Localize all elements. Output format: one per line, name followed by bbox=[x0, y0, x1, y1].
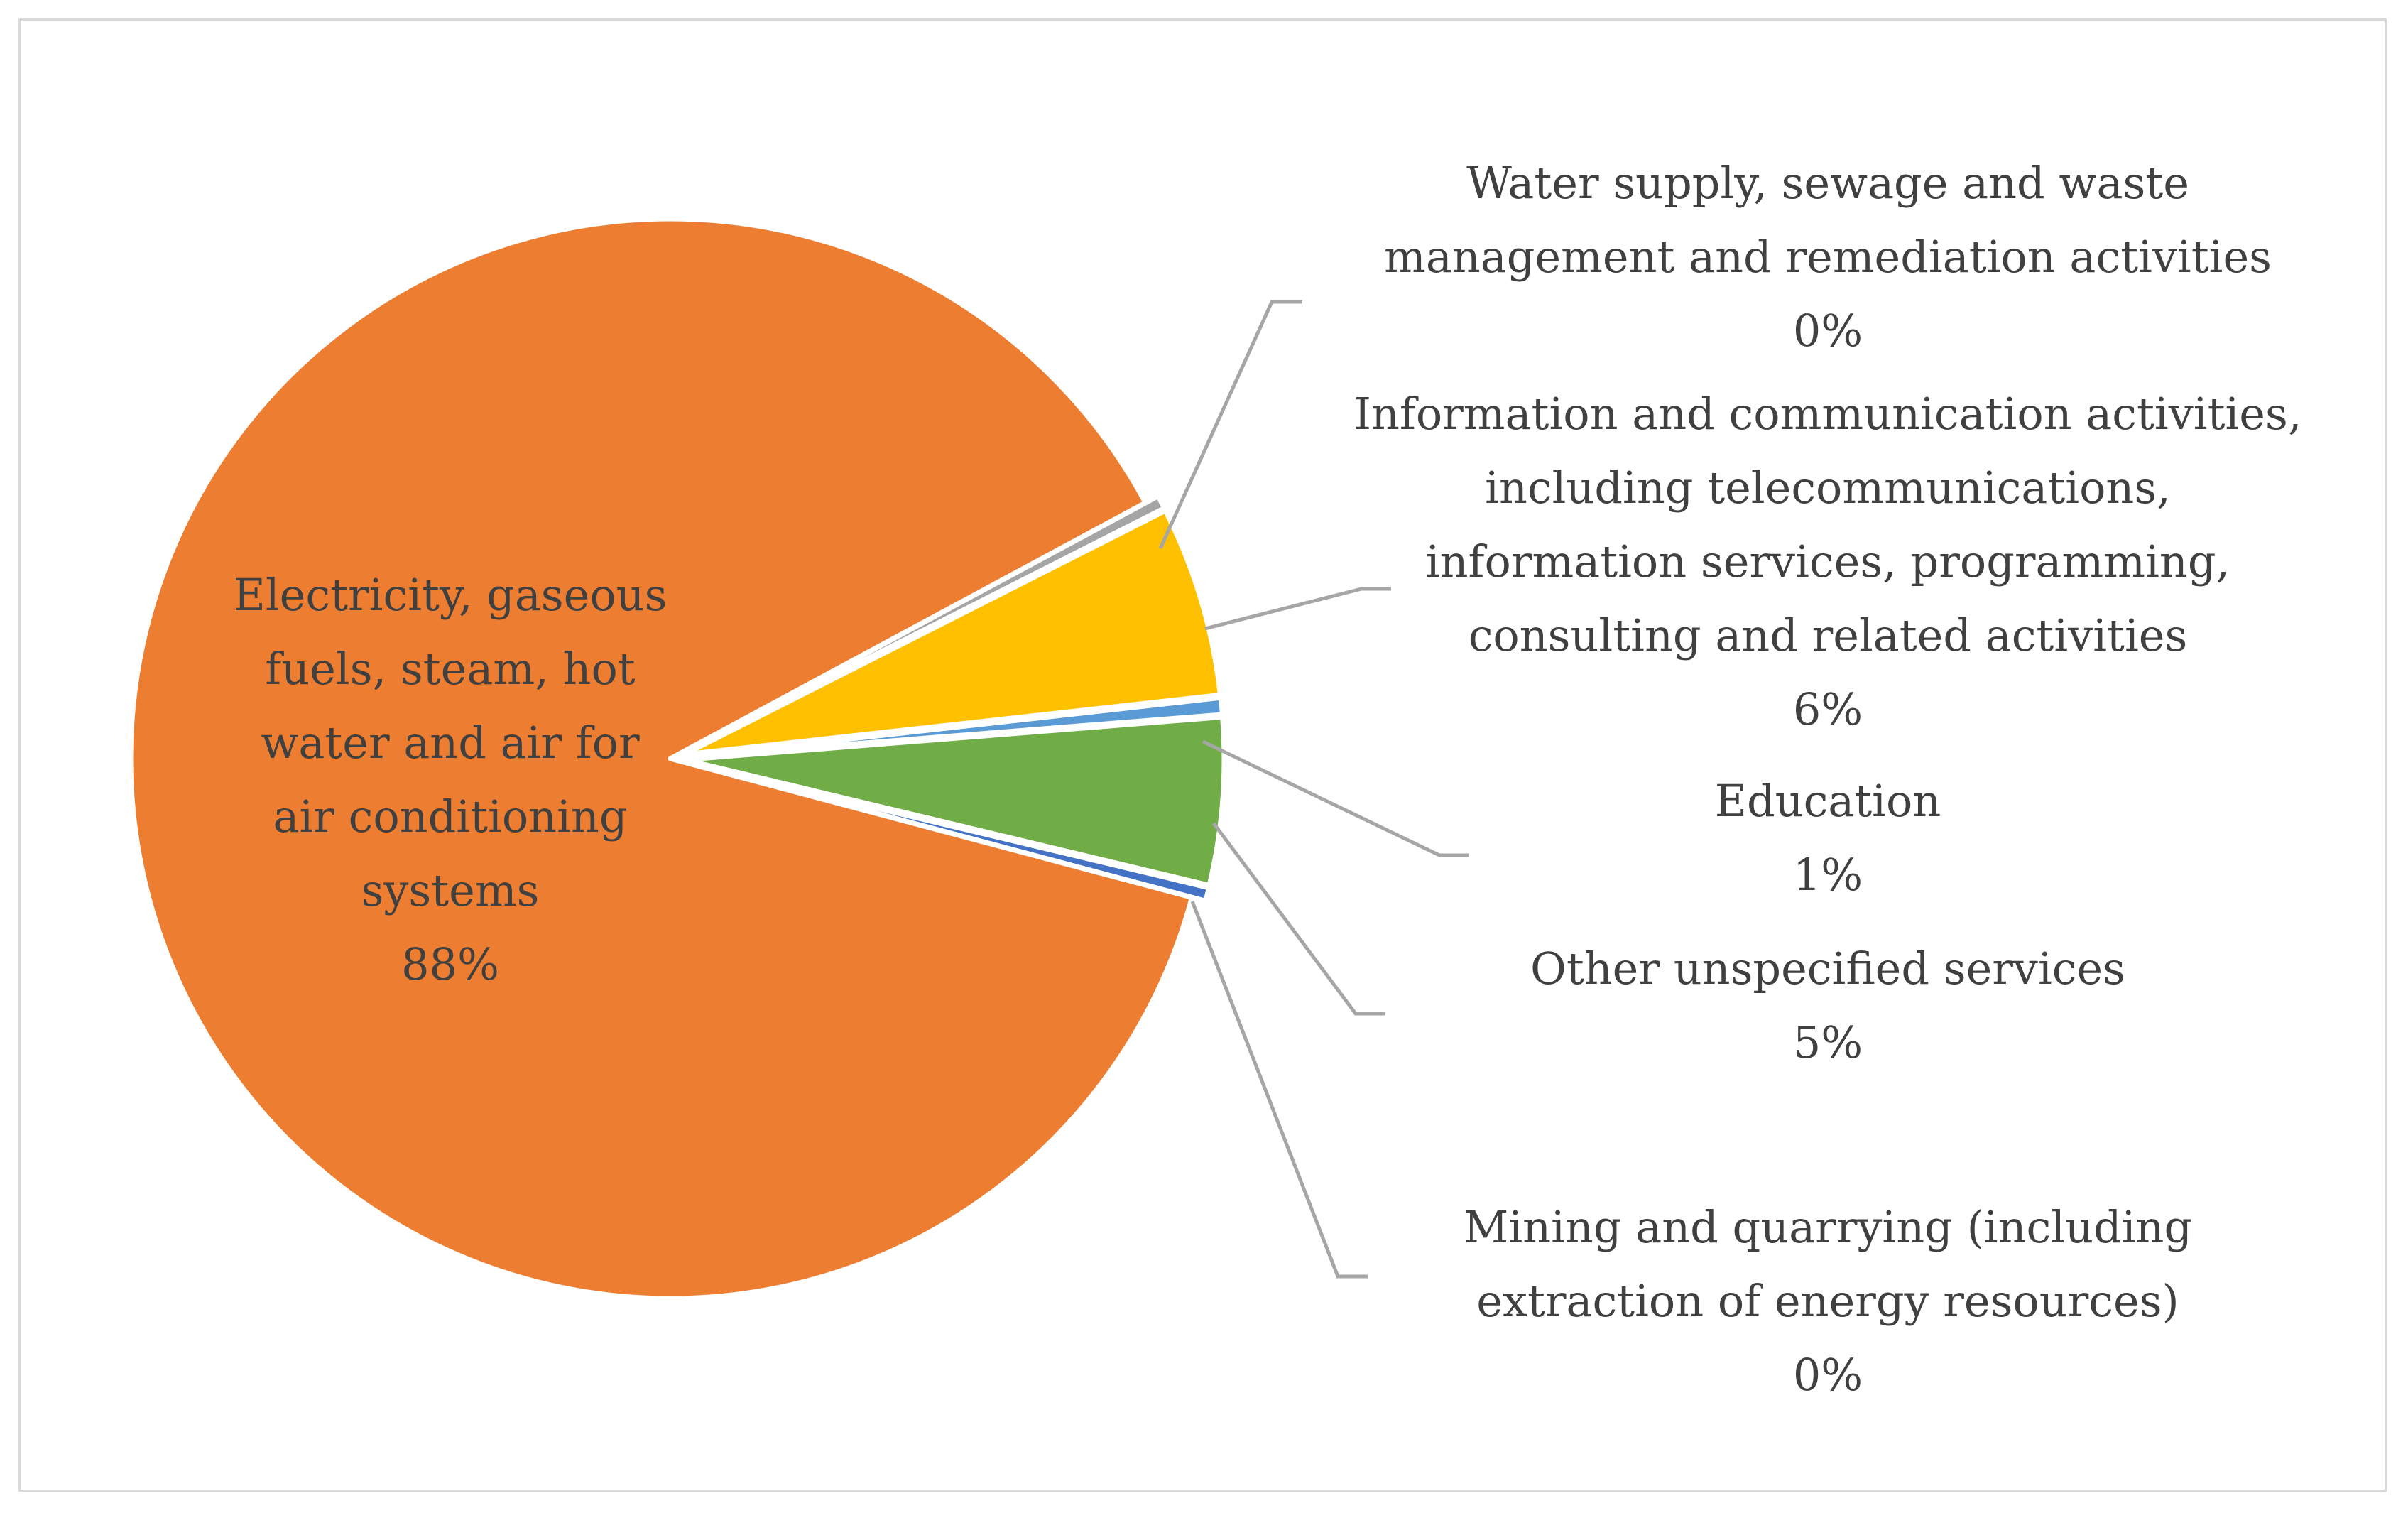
pie-slice-ict[interactable] bbox=[681, 508, 1224, 757]
pie-slice-other[interactable] bbox=[682, 714, 1227, 888]
slice-label-line: Other unspecified services bbox=[1530, 943, 2125, 994]
slice-label-line: including telecommunications, bbox=[1485, 462, 2171, 514]
slice-label-line: consulting and related activities bbox=[1469, 609, 2188, 661]
slice-label-electricity: Electricity, gaseous fuels, steam, hot wat… bbox=[234, 569, 668, 990]
slice-percent-electricity: 88% bbox=[401, 938, 499, 990]
leader-line-water bbox=[1158, 300, 1302, 550]
slice-label-line: Mining and quarrying (including bbox=[1464, 1201, 2192, 1253]
slice-label-water: Water supply, sewage and waste management… bbox=[1384, 157, 2272, 357]
slice-label-line: air conditioning bbox=[273, 791, 627, 842]
chart-frame: Water supply, sewage and waste management… bbox=[18, 18, 2387, 1492]
slice-percent-other: 5% bbox=[1793, 1016, 1863, 1068]
slice-label-line: Education bbox=[1715, 775, 1941, 827]
leader-line-education bbox=[1202, 739, 1469, 857]
slice-label-line: management and remediation activities bbox=[1384, 231, 2272, 283]
slice-label-line: water and air for bbox=[261, 717, 640, 769]
slice-labels: Water supply, sewage and waste management… bbox=[234, 157, 2302, 1401]
slice-label-education: Education 1% bbox=[1715, 775, 1941, 901]
slice-percent-mining: 0% bbox=[1793, 1349, 1863, 1401]
slice-label-other: Other unspecified services 5% bbox=[1530, 943, 2125, 1068]
slice-label-line: Information and communication activities… bbox=[1353, 388, 2301, 440]
leader-line-ict bbox=[1204, 587, 1391, 631]
slice-percent-education: 1% bbox=[1793, 849, 1863, 901]
leader-lines bbox=[1158, 300, 1469, 1279]
slice-label-line: extraction of energy resources) bbox=[1476, 1275, 2179, 1327]
slice-percent-water: 0% bbox=[1793, 305, 1863, 357]
slice-label-mining: Mining and quarrying (including extractio… bbox=[1464, 1201, 2192, 1401]
slice-label-ict: Information and communication activities… bbox=[1353, 388, 2301, 735]
slice-percent-ict: 6% bbox=[1793, 683, 1863, 735]
slice-label-line: Electricity, gaseous bbox=[234, 569, 668, 621]
slice-label-line: information services, programming, bbox=[1426, 536, 2230, 587]
pie-slices bbox=[128, 216, 1227, 1301]
slice-label-line: fuels, steam, hot bbox=[265, 643, 635, 695]
leader-line-mining bbox=[1190, 901, 1368, 1279]
slice-label-line: Water supply, sewage and waste bbox=[1466, 157, 2189, 209]
pie-slice-electricity[interactable] bbox=[128, 216, 1194, 1301]
slice-label-line: systems bbox=[361, 864, 540, 916]
leader-line-other bbox=[1211, 822, 1385, 1016]
pie-chart: Water supply, sewage and waste management… bbox=[128, 157, 2302, 1401]
